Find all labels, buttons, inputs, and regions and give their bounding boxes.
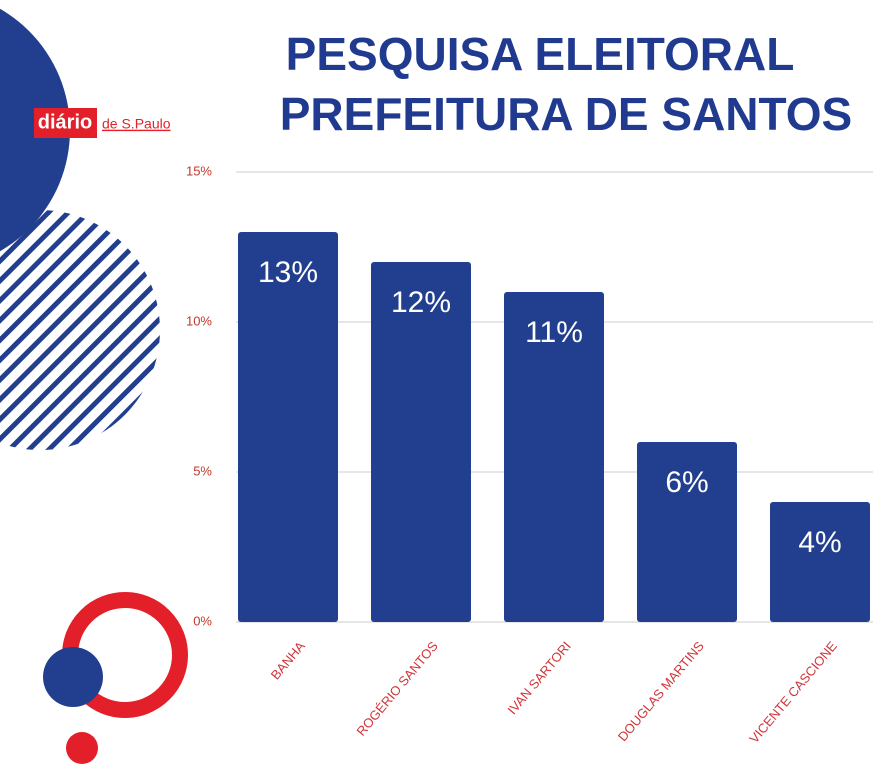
logo-suffix: de S.Paulo	[102, 116, 171, 132]
x-tick-label: ROGÉRIO SANTOS	[353, 638, 441, 738]
x-tick-label: VICENTE CASCIONE	[746, 638, 840, 746]
y-tick-label: 0%	[193, 613, 212, 628]
x-tick-label: IVAN SARTORI	[504, 638, 574, 717]
x-tick-label: DOUGLAS MARTINS	[615, 638, 707, 744]
chart-subtitle: PREFEITURA DE SANTOS	[280, 88, 853, 140]
logo-brand: diário	[38, 111, 92, 133]
decor-dot	[66, 732, 98, 764]
value-label: 12%	[391, 286, 451, 319]
value-label: 13%	[258, 256, 318, 289]
value-label: 4%	[798, 526, 841, 559]
value-label: 6%	[665, 466, 708, 499]
bar	[770, 502, 870, 622]
y-tick-label: 5%	[193, 463, 212, 478]
y-tick-label: 10%	[186, 313, 212, 328]
y-tick-label: 15%	[186, 163, 212, 178]
value-label: 11%	[525, 316, 583, 349]
bar	[238, 232, 338, 622]
decor-stripes	[0, 210, 160, 450]
chart-title: PESQUISA ELEITORAL	[286, 28, 795, 80]
chart: diário de S.Paulo PESQUISA ELEITORAL PRE…	[0, 0, 873, 774]
x-tick-label: BANHA	[268, 638, 308, 682]
decor-dot	[43, 647, 103, 707]
